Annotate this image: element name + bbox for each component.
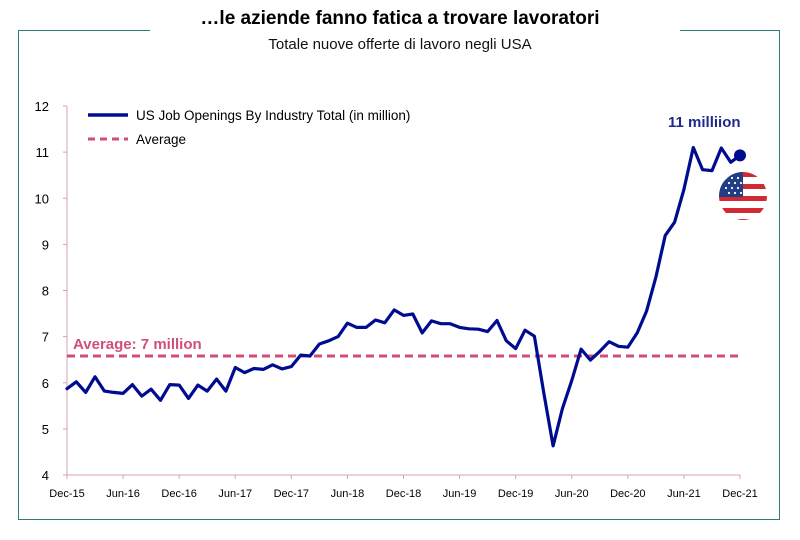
x-tick-label: Dec-15	[49, 488, 84, 500]
x-tick-label: Dec-19	[498, 488, 533, 500]
y-tick-label: 6	[42, 376, 49, 391]
y-tick-label: 4	[42, 468, 49, 483]
x-tick-label: Dec-17	[274, 488, 309, 500]
y-tick-label: 8	[42, 284, 49, 299]
average-annotation: Average: 7 million	[73, 336, 202, 353]
y-tick-label: 5	[42, 422, 49, 437]
x-tick-label: Dec-18	[386, 488, 421, 500]
x-tick-label: Dec-21	[722, 488, 757, 500]
y-tick-label: 10	[35, 191, 49, 206]
legend-average-label: Average	[136, 132, 186, 147]
y-tick-label: 9	[42, 237, 49, 252]
end-value-annotation: 11 milliion	[668, 114, 741, 131]
x-tick-label: Jun-18	[331, 488, 365, 500]
x-tick-label: Jun-16	[106, 488, 140, 500]
x-tick-label: Dec-20	[610, 488, 645, 500]
x-tick-label: Jun-20	[555, 488, 589, 500]
title-background	[150, 18, 680, 44]
axes: 4 5 6 7 8 9 10 11 12 Dec-15 Jun-16 Dec-16 Jun-17 Dec-…	[35, 99, 758, 500]
legend-series-label: US Job Openings By Industry Total (in mi…	[136, 108, 410, 123]
x-tick-label: Jun-17	[218, 488, 252, 500]
x-tick-label: Jun-21	[667, 488, 701, 500]
x-tick-label: Dec-16	[161, 488, 196, 500]
x-tick-label: Jun-19	[443, 488, 477, 500]
series-group	[65, 145, 746, 448]
series-line	[65, 145, 742, 448]
us-flag-icon	[719, 172, 767, 220]
legend: US Job Openings By Industry Total (in mi…	[88, 108, 410, 147]
chart-title: …le aziende fanno fatica a trovare lavor…	[200, 8, 600, 29]
chart-subtitle: Totale nuove offerte di lavoro negli USA	[268, 36, 532, 53]
y-tick-label: 12	[35, 99, 49, 114]
y-tick-label: 11	[36, 145, 50, 160]
series-end-point	[734, 149, 746, 162]
y-tick-label: 7	[42, 330, 49, 345]
